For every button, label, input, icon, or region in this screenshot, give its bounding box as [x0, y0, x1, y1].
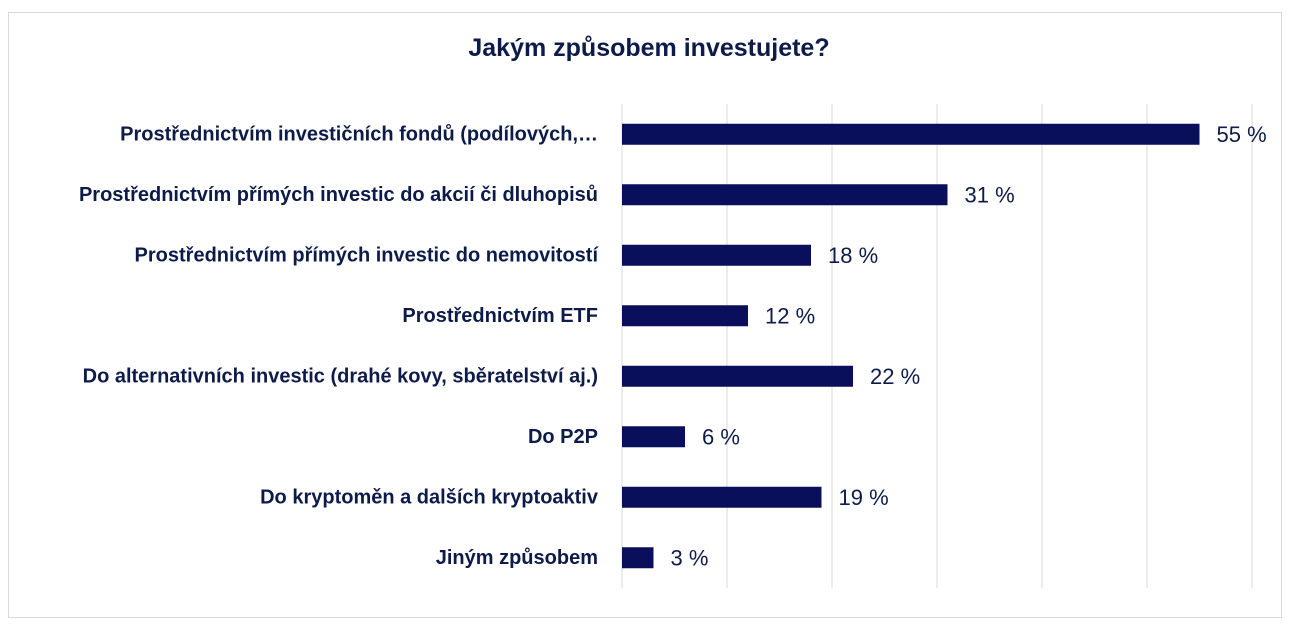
data-label: 31 % [965, 183, 1015, 208]
data-label: 3 % [671, 546, 709, 571]
bar [622, 365, 853, 387]
category-label: Do P2P [528, 426, 598, 448]
bar [622, 547, 654, 569]
bar [622, 244, 811, 266]
category-label: Prostřednictvím přímých investic do nemo… [135, 245, 600, 267]
bar [622, 123, 1200, 145]
category-label: Prostřednictvím investičních fondů (podí… [120, 124, 598, 146]
bar [622, 426, 685, 448]
data-label: 12 % [765, 304, 815, 329]
category-label: Jiným způsobem [436, 547, 598, 569]
bar [622, 305, 748, 327]
data-label: 18 % [828, 243, 878, 268]
data-label: 55 % [1217, 122, 1267, 147]
category-label: Do alternativních investic (drahé kovy, … [83, 366, 598, 388]
chart-title: Jakým způsobem investujete? [468, 34, 830, 62]
data-label: 22 % [870, 364, 920, 389]
data-label: 6 % [702, 425, 740, 450]
bar [622, 184, 948, 206]
category-label: Do kryptoměn a dalších kryptoaktiv [260, 487, 599, 509]
data-label: 19 % [839, 485, 889, 510]
category-label: Prostřednictvím ETF [402, 305, 598, 327]
category-label: Prostřednictvím přímých investic do akci… [79, 184, 598, 206]
bar [622, 486, 822, 508]
